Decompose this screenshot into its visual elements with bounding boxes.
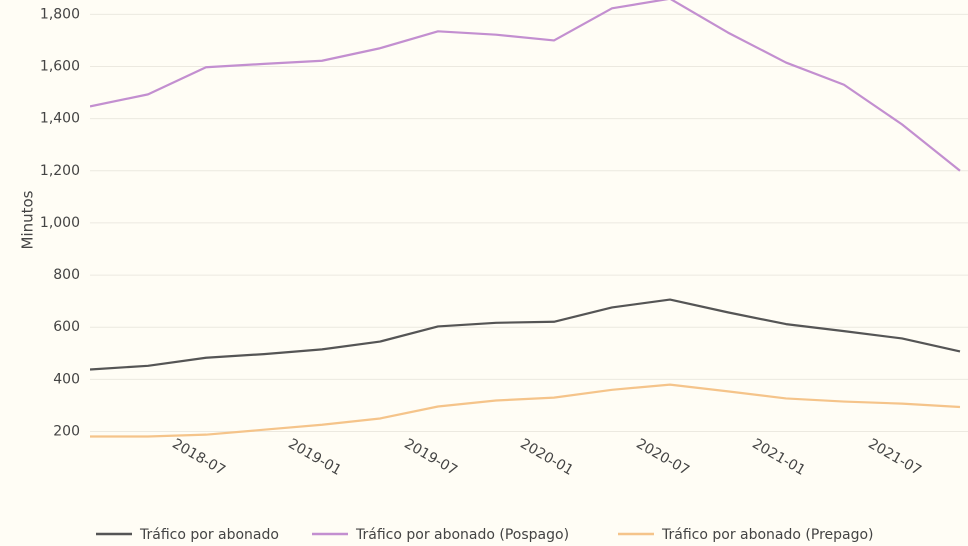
x-tick-label: 2021-07 — [865, 436, 924, 479]
y-axis-title: Minutos — [19, 190, 37, 249]
legend-label: Tráfico por abonado (Prepago) — [661, 527, 874, 543]
y-tick-label: 1,800 — [40, 6, 80, 22]
y-tick-label: 400 — [53, 371, 80, 387]
series-line — [90, 298, 961, 371]
y-tick-label: 800 — [53, 267, 80, 283]
x-tick-label: 2021-01 — [749, 436, 808, 479]
y-tick-label: 600 — [53, 319, 80, 335]
plot-area — [90, 0, 961, 438]
y-tick-label: 1,200 — [40, 163, 80, 179]
series-line — [90, 383, 961, 438]
x-tick-label: 2019-01 — [285, 436, 344, 479]
x-tick-label: 2020-07 — [633, 436, 692, 479]
y-tick-label: 1,600 — [40, 58, 80, 74]
x-tick-label: 2020-01 — [517, 436, 576, 479]
series-line — [90, 0, 961, 172]
y-tick-label: 1,000 — [40, 215, 80, 231]
y-tick-label: 1,400 — [40, 111, 80, 127]
y-tick-label: 200 — [53, 424, 80, 440]
x-tick-label: 2018-07 — [169, 436, 228, 479]
x-tick-label: 2019-07 — [401, 436, 460, 479]
legend-label: Tráfico por abonado (Pospago) — [355, 527, 569, 543]
legend-label: Tráfico por abonado — [139, 527, 279, 543]
